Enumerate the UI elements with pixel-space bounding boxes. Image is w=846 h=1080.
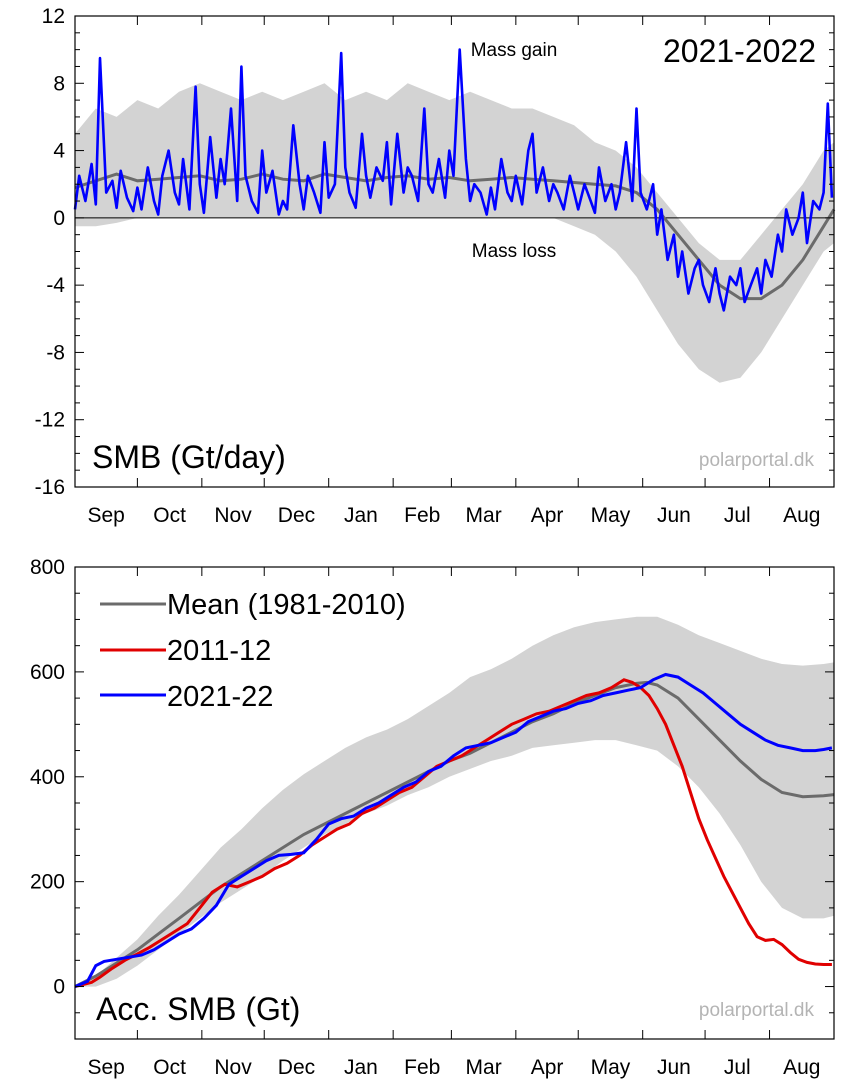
top-mean-line [74, 172, 836, 301]
y-tick-label: 600 [30, 661, 65, 684]
y-tick-label: -16 [35, 476, 65, 499]
month-label: Aug [783, 1056, 820, 1079]
y-tick-label: 8 [53, 72, 65, 95]
month-label: May [591, 504, 631, 527]
y-tick-label: -12 [35, 409, 65, 432]
month-label: Aug [783, 504, 820, 527]
month-label: Sep [88, 1056, 125, 1079]
month-label: Jul [724, 504, 751, 527]
top-y-axis: -16 -12 -8 -4 0 4 8 12 [35, 5, 834, 499]
bottom-x-axis: Sep Oct Nov Dec Jan Feb Mar Apr May Jun Jul Aug [74, 567, 835, 1079]
legend-item-2011-12: 2011-12 [100, 635, 271, 667]
y-tick-label: 12 [42, 5, 65, 28]
top-plot-frame [74, 15, 835, 488]
top-watermark: polarportal.dk [699, 450, 815, 471]
legend: Mean (1981-2010) 2011-12 2021-22 [100, 589, 406, 713]
month-label: Oct [153, 1056, 186, 1079]
y-tick-label: 4 [53, 140, 65, 163]
y-tick-label: 0 [53, 976, 65, 999]
bottom-2011-12-line [74, 678, 832, 989]
month-label: Jan [344, 504, 378, 527]
mass-gain-label: Mass gain [471, 40, 558, 61]
month-label: Sep [88, 504, 125, 527]
month-label: Oct [153, 504, 186, 527]
bottom-variability-band [75, 616, 834, 987]
legend-label-mean: Mean (1981-2010) [167, 589, 406, 621]
month-label: Jul [724, 1056, 751, 1079]
month-label: Mar [466, 504, 502, 527]
bottom-y-axis: 0 200 400 600 800 [30, 556, 834, 1040]
y-tick-label: -4 [46, 274, 65, 297]
month-label: Dec [278, 1056, 315, 1079]
month-label: Apr [531, 1056, 564, 1079]
top-panel-title: SMB (Gt/day) [92, 439, 286, 475]
y-tick-label: 800 [30, 556, 65, 579]
month-label: Nov [214, 1056, 252, 1079]
top-x-axis: Sep Oct Nov Dec Jan Feb Mar Apr May Jun Jul Aug [74, 16, 835, 527]
top-variability-band [75, 83, 834, 383]
month-label: Apr [531, 504, 564, 527]
month-label: Jan [344, 1056, 378, 1079]
bottom-2021-22-line [74, 672, 833, 988]
month-label: Feb [404, 504, 440, 527]
month-label: Jun [657, 504, 691, 527]
legend-item-2021-22: 2021-22 [100, 681, 273, 713]
mass-loss-label: Mass loss [472, 241, 556, 262]
season-label: 2021-2022 [663, 33, 816, 69]
top-panel: -16 -12 -8 -4 0 4 8 12 Sep Oct Nov Dec Jan Feb Mar Apr… [35, 5, 836, 527]
y-tick-label: -8 [46, 341, 65, 364]
bottom-panel-title: Acc. SMB (Gt) [96, 991, 300, 1027]
legend-label-2011-12: 2011-12 [167, 635, 271, 667]
month-label: Dec [278, 504, 315, 527]
legend-label-2021-22: 2021-22 [167, 681, 273, 713]
legend-item-mean: Mean (1981-2010) [100, 589, 406, 621]
month-label: May [591, 1056, 631, 1079]
month-label: Jun [657, 1056, 691, 1079]
top-2021-22-line [73, 48, 834, 312]
y-tick-label: 400 [30, 766, 65, 789]
y-tick-label: 200 [30, 871, 65, 894]
month-label: Mar [466, 1056, 502, 1079]
y-tick-label: 0 [53, 207, 65, 230]
month-label: Nov [214, 504, 252, 527]
bottom-panel: 0 200 400 600 800 Sep Oct Nov Dec Jan Feb Mar Apr Ma… [30, 556, 835, 1079]
bottom-watermark: polarportal.dk [699, 1000, 815, 1021]
month-label: Feb [404, 1056, 440, 1079]
